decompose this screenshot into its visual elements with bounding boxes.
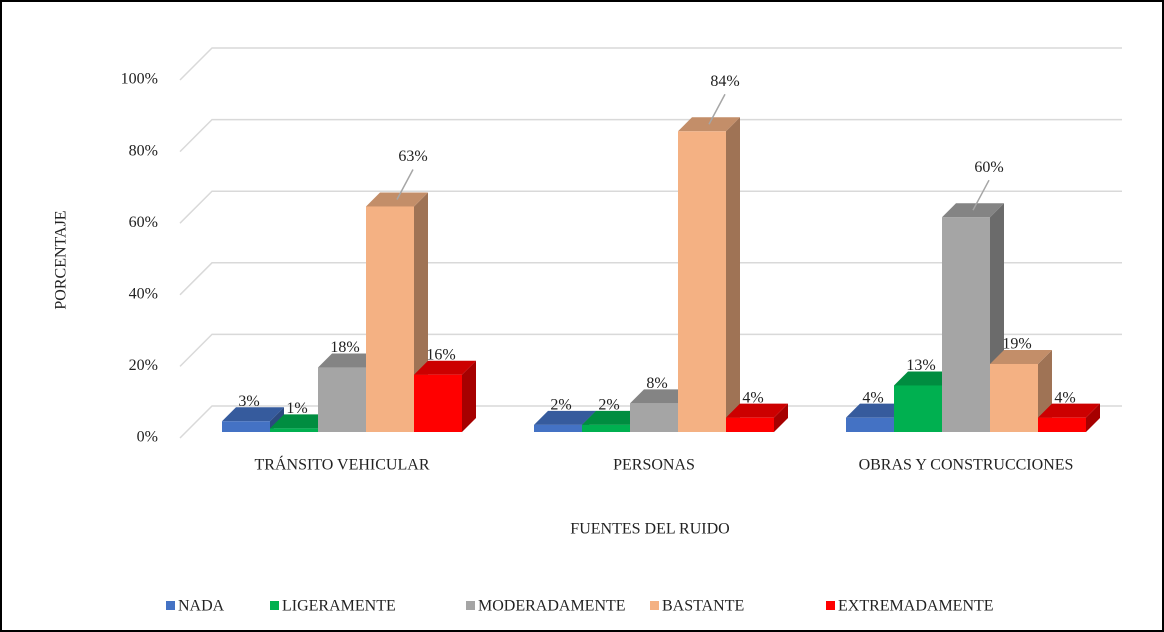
bar-side	[462, 360, 476, 432]
bar	[846, 417, 894, 432]
bar	[894, 385, 942, 432]
y-tick-label: 80%	[129, 142, 158, 159]
x-tick-label: TRÁNSITO VEHICULAR	[255, 455, 430, 474]
data-label: 4%	[862, 389, 883, 406]
grid-line	[179, 262, 1122, 296]
grid-line	[179, 405, 1122, 439]
data-label: 8%	[646, 375, 667, 392]
data-label: 1%	[286, 400, 307, 417]
grid-line	[179, 333, 1122, 367]
data-label: 60%	[974, 159, 1003, 176]
bar	[222, 421, 270, 432]
data-label: 84%	[710, 73, 739, 90]
leader-line	[972, 179, 990, 211]
leader-line	[396, 169, 414, 200]
bar-top	[894, 371, 956, 386]
bar-side	[1086, 403, 1100, 432]
bar-top	[270, 414, 332, 429]
x-axis-title: FUENTES DEL RUIDO	[570, 521, 729, 538]
data-label: 63%	[398, 148, 427, 165]
bar	[534, 424, 582, 432]
data-label: 13%	[906, 357, 935, 374]
legend-swatch	[166, 601, 175, 610]
bar	[630, 403, 678, 432]
grid-line	[179, 47, 1122, 81]
legend-label: MODERADAMENTE	[478, 598, 626, 615]
bar-side	[726, 117, 740, 432]
bar-top	[1038, 403, 1100, 418]
y-tick-label: 100%	[121, 71, 158, 88]
bar-top	[990, 349, 1052, 364]
legend-swatch	[826, 601, 835, 610]
data-label: 19%	[1002, 336, 1031, 353]
grid-line	[179, 190, 1122, 224]
bar	[318, 367, 366, 432]
bar-top	[414, 360, 476, 375]
bar	[366, 206, 414, 432]
bar	[990, 363, 1038, 432]
grid-line	[179, 118, 1122, 153]
bar	[582, 424, 630, 432]
bar-top	[582, 410, 644, 425]
data-label: 16%	[426, 346, 455, 363]
bar-top	[534, 410, 596, 425]
data-label: 18%	[330, 339, 359, 356]
y-tick-label: 0%	[137, 429, 158, 446]
bar	[678, 131, 726, 432]
legend-label: EXTREMADAMENTE	[838, 598, 994, 615]
bar-top	[630, 389, 692, 404]
legend-swatch	[466, 601, 475, 610]
bar-side	[774, 403, 788, 432]
data-label: 2%	[598, 397, 619, 414]
bar-top	[726, 403, 788, 418]
legend-label: LIGERAMENTE	[282, 598, 396, 615]
y-tick-label: 20%	[129, 357, 158, 374]
y-tick-label: 60%	[129, 214, 158, 231]
legend-swatch	[650, 601, 659, 610]
bar-top	[318, 353, 380, 368]
leader-line	[708, 93, 726, 125]
x-tick-label: PERSONAS	[613, 457, 695, 474]
legend-label: NADA	[178, 598, 225, 615]
bar	[726, 417, 774, 432]
bar-top	[222, 407, 284, 422]
y-tick-label: 40%	[129, 285, 158, 302]
legend-label: BASTANTE	[662, 598, 744, 615]
legend-swatch	[270, 601, 279, 610]
data-label: 4%	[742, 389, 763, 406]
bar	[414, 374, 462, 432]
data-label: 3%	[238, 393, 259, 410]
data-label: 2%	[550, 397, 571, 414]
data-label: 4%	[1054, 389, 1075, 406]
bar-top	[846, 403, 908, 418]
bar	[942, 217, 990, 432]
bar	[270, 428, 318, 432]
y-axis-title: PORCENTAJE	[53, 210, 70, 309]
x-tick-label: OBRAS Y CONSTRUCCIONES	[859, 457, 1074, 474]
bar	[1038, 417, 1086, 432]
